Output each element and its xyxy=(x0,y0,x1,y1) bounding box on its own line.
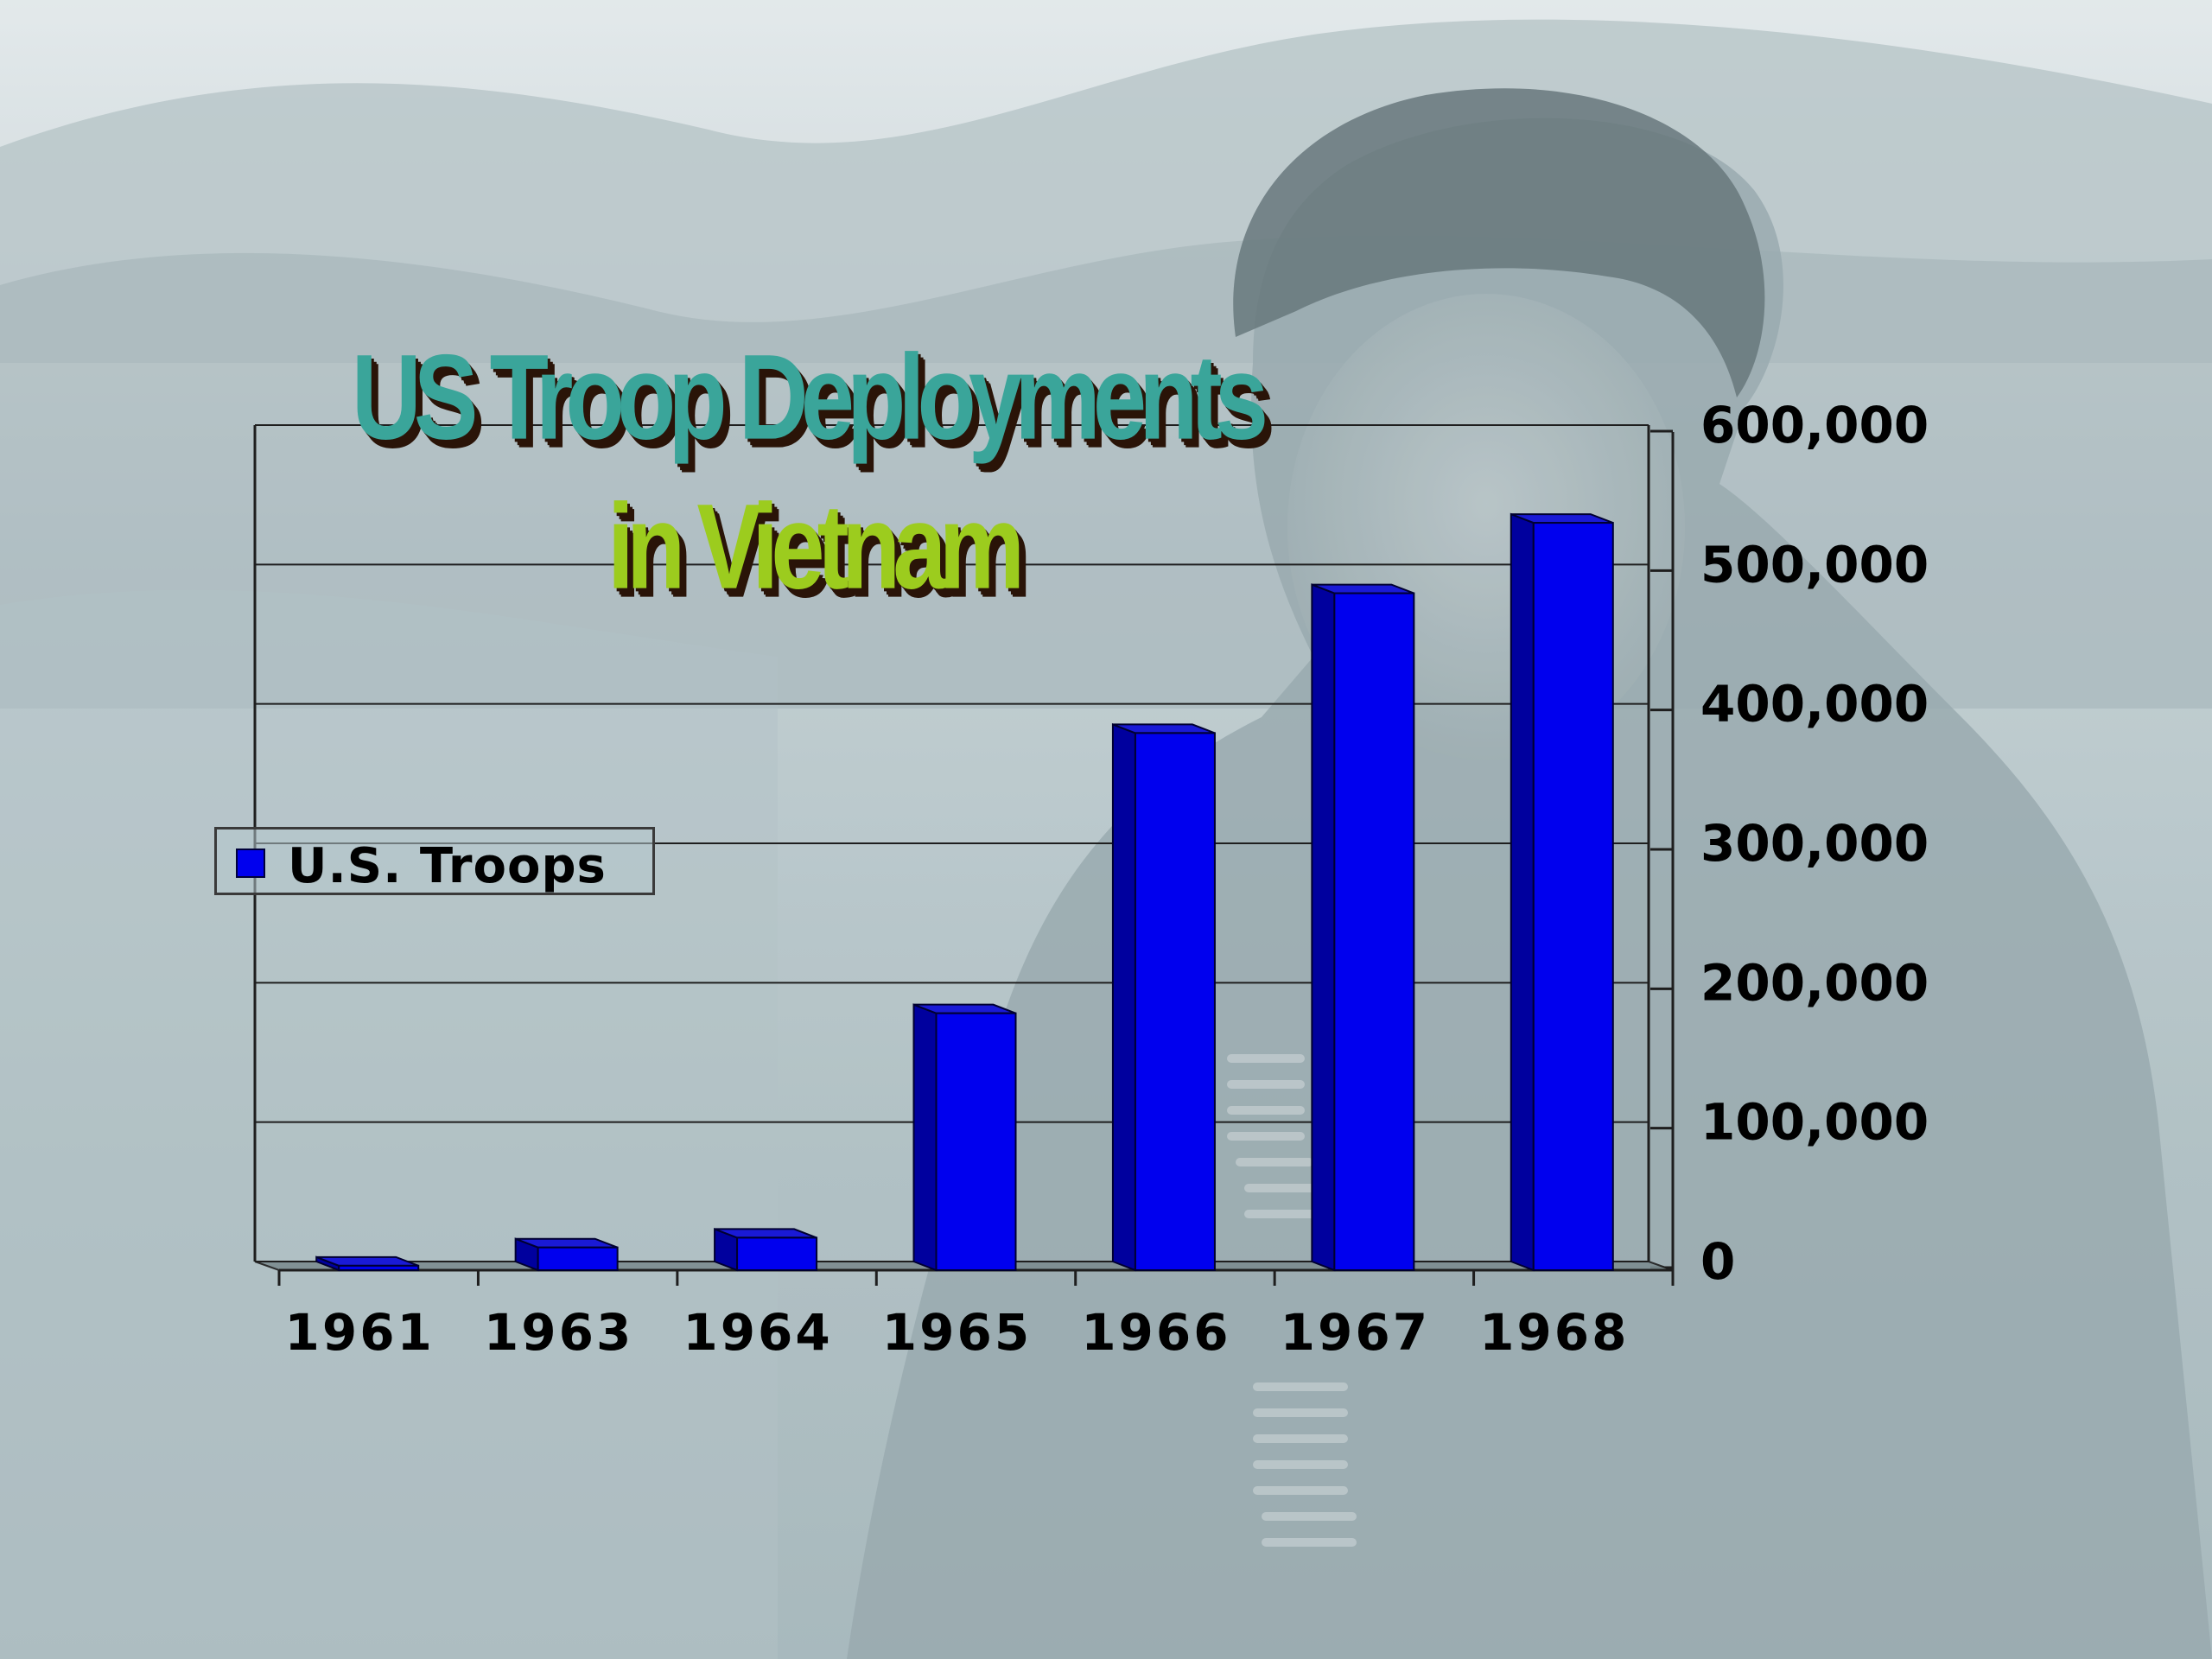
x-tick-label: 1965 xyxy=(882,1303,1032,1362)
bar-1964 xyxy=(714,1227,818,1272)
bar-1968 xyxy=(1510,512,1614,1272)
bar-side xyxy=(912,1003,938,1272)
bar-1963 xyxy=(514,1237,619,1272)
chart-title-line-2: in Vietnam xyxy=(607,479,1025,614)
x-tick-label: 1967 xyxy=(1281,1303,1430,1362)
x-tick-label: 1966 xyxy=(1081,1303,1230,1362)
y-tick-label: 200,000 xyxy=(1700,953,1929,1012)
y-tick-label: 100,000 xyxy=(1700,1093,1929,1152)
y-tick-label: 600,000 xyxy=(1700,396,1929,454)
bar-front xyxy=(935,1012,1017,1272)
bar-side xyxy=(1111,722,1136,1272)
bars xyxy=(315,512,1614,1272)
y-tick-label: 300,000 xyxy=(1700,814,1929,873)
bar-front xyxy=(338,1264,420,1271)
chart-legend: U.S. Troops xyxy=(214,827,655,895)
legend-swatch xyxy=(236,849,265,878)
y-tick-label: 500,000 xyxy=(1700,535,1929,594)
bar-1961 xyxy=(315,1255,420,1272)
chart-title-line-1: US Troop Deployments xyxy=(351,329,1268,465)
x-tick-label: 1963 xyxy=(484,1303,633,1362)
bar-side xyxy=(1510,512,1535,1272)
legend-label: U.S. Troops xyxy=(288,838,607,894)
y-tick-label: 400,000 xyxy=(1700,675,1929,734)
bar-front xyxy=(1134,732,1216,1271)
bar-side xyxy=(1311,583,1336,1272)
x-tick-labels: 1961 1963 1964 1965 1966 1967 1968 xyxy=(284,1303,1629,1362)
bar-front xyxy=(537,1246,619,1271)
y-tick-labels: 0 100,000 200,000 300,000 400,000 500,000 600,… xyxy=(1700,396,1929,1291)
bar-1966 xyxy=(1111,722,1216,1272)
y-tick-label: 0 xyxy=(1700,1232,1735,1291)
x-tick-label: 1961 xyxy=(284,1303,434,1362)
bar-front xyxy=(736,1236,818,1271)
x-tick-label: 1968 xyxy=(1479,1303,1629,1362)
bar-1965 xyxy=(912,1003,1017,1272)
x-tick-label: 1964 xyxy=(683,1303,832,1362)
bar-1967 xyxy=(1311,583,1415,1272)
bar-front xyxy=(1532,522,1614,1271)
bar-front xyxy=(1333,592,1415,1271)
